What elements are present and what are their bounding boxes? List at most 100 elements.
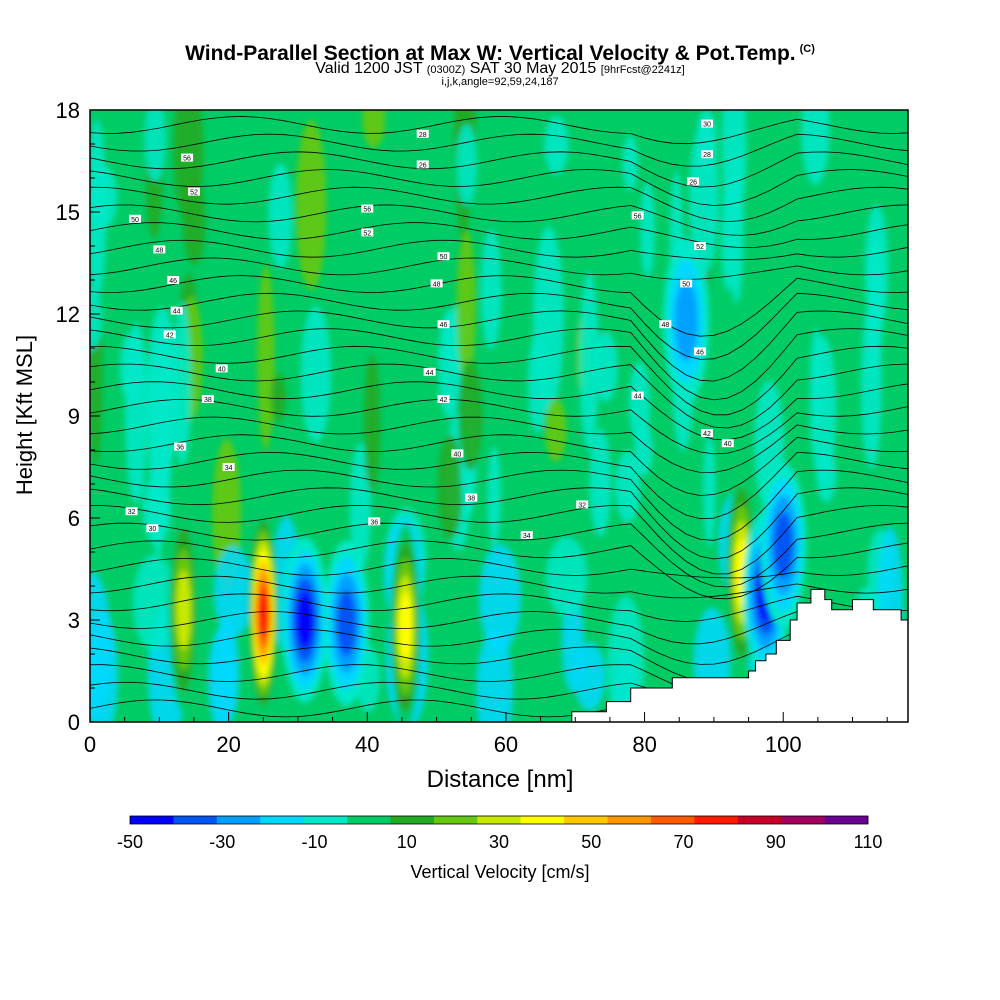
isentrope-label-text: 42 [166,332,174,339]
isentrope-line [90,451,908,520]
isentrope-label-text: 52 [696,244,704,251]
isentrope-label-text: 38 [204,397,212,404]
isentrope-label: 46 [437,320,450,329]
isentrope-label-text: 26 [419,162,427,169]
isentrope-label-bg [687,177,700,186]
velocity-streak [527,333,548,433]
isentrope-label-bg [520,531,533,539]
velocity-core [399,592,412,661]
colorbar-swatch [347,816,391,824]
x-tick-label: 60 [494,732,518,757]
isentrope-label-bg [423,367,436,376]
velocity-streak [589,428,612,537]
velocity-blob [479,544,521,652]
y-tick-label: 0 [68,710,80,735]
x-axis: 0 20 40 60 80 100 [84,712,888,757]
isentrope-label-text: 28 [419,132,427,139]
velocity-core [674,280,698,361]
velocity-blob [208,627,237,722]
velocity-streak [362,110,386,148]
colorbar-swatch [260,816,304,824]
isentrope-label-text: 52 [190,190,198,197]
valid-date: SAT 30 May 2015 [469,60,597,77]
isentrope-label-bg [163,330,176,339]
isentrope-label-text: 48 [155,247,163,254]
isentrope-line [90,257,908,280]
isentrope-label: 56 [361,204,374,214]
isentrope-line [90,275,908,337]
velocity-streak [634,422,653,476]
isentrope-label: 28 [416,129,429,139]
isentrope-label-bg [437,395,450,403]
velocity-blob [90,572,112,721]
isentrope-label-text: 46 [696,349,704,356]
velocity-streak [703,434,716,548]
isentrope-label: 44 [423,367,436,377]
velocity-streak [173,301,192,467]
chart-subtitle: Valid 1200 JST (0300Z) SAT 30 May 2015 [… [0,60,1000,79]
isentrope-label: 52 [694,242,707,251]
isentrope-label-text: 40 [724,441,732,448]
isentrope-line [90,611,908,645]
velocity-blob [546,536,588,618]
colorbar-swatch [477,816,522,824]
isentrope-label-text: 30 [148,526,156,533]
isentrope-label-bg [451,449,464,458]
isentrope-label-bg [153,245,166,254]
isentrope-label-text: 36 [176,445,184,452]
isentrope-label-text: 38 [467,496,475,503]
isentrope-label: 50 [680,279,693,288]
chart-title: Wind-Parallel Section at Max W: Vertical… [0,38,1000,65]
isentrope-line [90,540,908,600]
colorbar-tick-label: -30 [209,832,235,852]
isentrope-label: 28 [700,150,713,159]
isentrope-label: 42 [437,395,450,404]
velocity-streak [487,446,501,547]
isentrope-label-bg [181,153,194,162]
isentrope-line [90,204,908,236]
isentrope-label-text: 34 [225,465,233,472]
isentrope-label-text: 50 [682,281,690,288]
colorbar-tick-label: -10 [301,832,327,852]
isentrope-label-bg [694,242,707,250]
forecast-info: [9hrFcst@2241z] [600,64,685,76]
isentrope-label-text: 32 [128,509,136,516]
colorbar-swatch [824,816,869,824]
isentrope-label-bg [700,119,713,128]
isentrope-line [90,699,908,722]
y-tick-label: 12 [56,302,80,327]
isentrope-label: 26 [416,160,429,169]
isentrope-line [90,345,908,416]
isentrope-line [90,575,908,599]
y-tick-label: 6 [68,506,80,531]
velocity-blob [213,546,254,638]
velocity-blob [574,642,606,711]
colorbar-swatch [173,816,218,824]
grid-indices: i,j,k,angle=92,59,24,187 [441,76,559,88]
isentrope-label-text: 50 [131,217,139,224]
isentrope-line [90,593,908,622]
isentrope-line [90,381,908,441]
isentrope-label-text: 48 [661,322,669,329]
isentrope-label-bg [631,211,644,220]
isentrope-label-text: 52 [363,230,371,237]
velocity-streak [363,354,381,493]
velocity-streak [268,163,293,269]
y-tick-label: 3 [68,608,80,633]
isentrope-label-bg [125,507,138,516]
isentrope-label-bg [430,279,443,288]
isentrope-label: 52 [361,228,374,237]
colorbar-swatch [303,816,348,824]
velocity-core [336,590,357,657]
isentrope-label-text: 44 [634,394,642,401]
isentrope-line [90,558,908,579]
colorbar-tick-label: 90 [766,832,786,852]
colorbar-swatch [650,816,695,824]
isentrope-line [90,416,908,473]
isentrope-label-text: 34 [523,533,531,540]
colorbar-swatch [607,816,652,824]
velocity-streak [349,443,371,571]
x-tick-label: 0 [84,732,96,757]
isentrope-label-bg [576,500,589,509]
isentrope-label-text: 28 [703,152,711,159]
